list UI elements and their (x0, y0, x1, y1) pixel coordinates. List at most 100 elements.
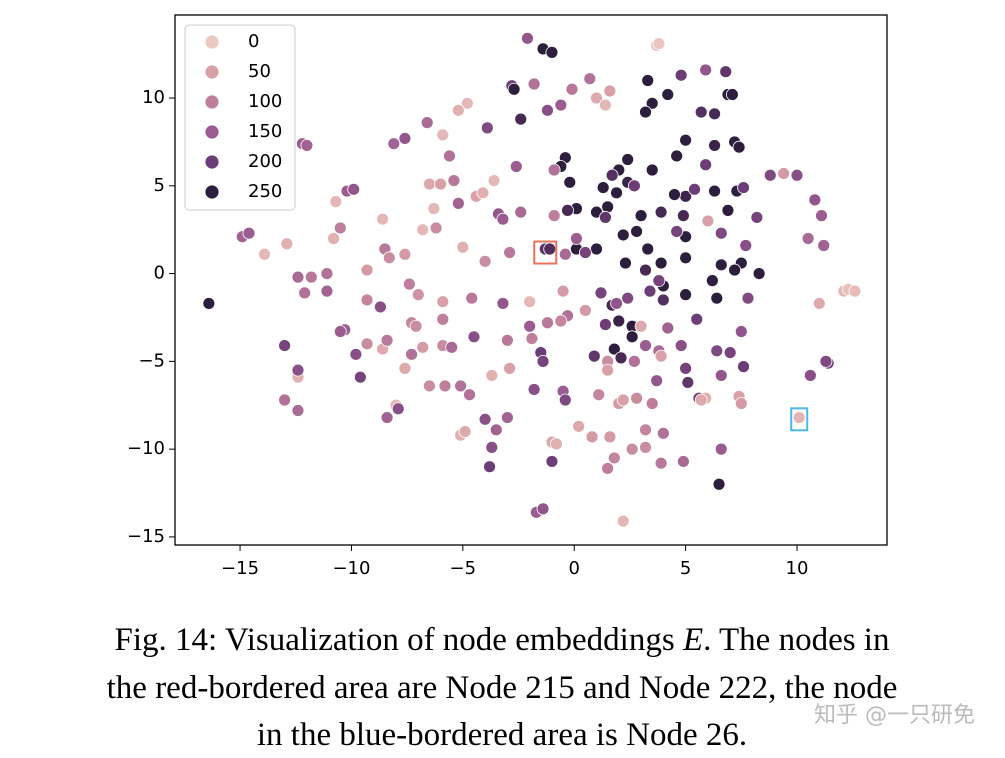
point (514, 112, 528, 126)
point (610, 297, 623, 310)
point (652, 37, 666, 51)
point (558, 247, 572, 261)
point (514, 205, 528, 219)
point (278, 339, 292, 352)
point (710, 344, 724, 358)
point (423, 379, 436, 393)
point (583, 72, 597, 86)
point (585, 430, 599, 444)
point (258, 247, 271, 261)
point (621, 291, 635, 305)
point (543, 242, 557, 256)
point (536, 502, 550, 516)
point (670, 149, 684, 163)
point (679, 133, 693, 147)
point (777, 167, 791, 180)
point (708, 139, 721, 152)
caption-line: Fig. 14: Visualization of node embedding… (115, 622, 890, 658)
point (676, 209, 690, 223)
point (320, 284, 334, 298)
x-tick-label: 0 (568, 558, 579, 579)
point (458, 425, 472, 438)
point (527, 383, 541, 396)
legend-label: 100 (248, 91, 282, 112)
y-tick-label: 10 (142, 87, 165, 108)
point (485, 440, 499, 454)
legend-marker (204, 154, 220, 170)
point (605, 168, 619, 182)
watermark: 知乎 @一只研免 (814, 703, 975, 728)
point (436, 312, 450, 326)
point (374, 300, 387, 314)
point (278, 393, 292, 407)
point (416, 340, 430, 354)
point (398, 132, 412, 145)
point (242, 226, 256, 240)
point (656, 426, 670, 440)
point (478, 254, 492, 268)
caption-symbol: E (682, 622, 703, 658)
point (670, 225, 684, 238)
point (645, 96, 659, 110)
point (679, 288, 693, 302)
point (398, 247, 412, 261)
point (291, 363, 305, 377)
point (503, 246, 517, 259)
axes-frame (174, 14, 888, 546)
legend-marker (204, 34, 220, 50)
point (327, 232, 341, 245)
point (545, 45, 559, 59)
legend-label: 150 (248, 121, 282, 142)
point (349, 347, 363, 361)
point (416, 223, 430, 237)
y-tick-label: −5 (138, 350, 165, 371)
point (436, 295, 450, 309)
point (554, 98, 568, 112)
point (634, 209, 648, 223)
point (661, 321, 675, 335)
point (380, 411, 394, 424)
y-tick-label: 5 (154, 175, 165, 196)
point (699, 63, 713, 77)
point (819, 354, 833, 368)
point (728, 263, 742, 277)
point (639, 339, 652, 352)
point (681, 376, 695, 389)
point (456, 240, 470, 254)
point (467, 330, 481, 344)
point (739, 239, 753, 252)
point (607, 342, 621, 356)
point (525, 332, 539, 345)
caption-line: in the blue-bordered area is Node 26. (257, 717, 747, 753)
point (661, 88, 675, 101)
point (545, 455, 559, 468)
point (451, 103, 465, 117)
point (280, 237, 294, 251)
point (725, 88, 739, 101)
point (734, 397, 748, 410)
point (607, 451, 621, 465)
point (639, 105, 652, 119)
point (688, 182, 701, 196)
point (639, 263, 652, 277)
point (601, 200, 615, 214)
point (420, 116, 434, 130)
point (639, 423, 652, 437)
point (601, 462, 615, 475)
point (434, 177, 447, 191)
point (650, 374, 664, 388)
point (438, 379, 452, 393)
legend-label: 50 (248, 61, 271, 82)
point (360, 293, 374, 307)
point (719, 65, 733, 79)
point (630, 225, 643, 238)
point (380, 333, 394, 347)
point (496, 212, 510, 226)
point (676, 455, 690, 468)
point (679, 361, 693, 375)
point (790, 168, 804, 182)
point (741, 291, 755, 305)
legend-marker (204, 64, 220, 80)
point (445, 340, 459, 354)
y-tick-label: −15 (127, 526, 165, 547)
